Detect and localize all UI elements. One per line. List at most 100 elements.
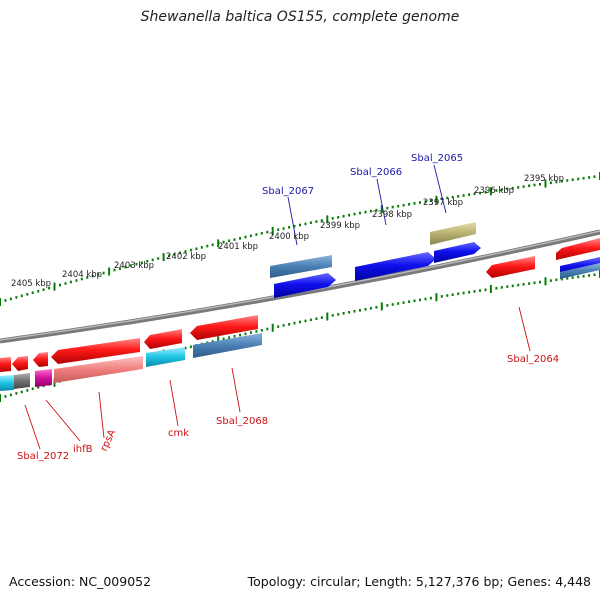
gene-label-sbal-2068[interactable]: Sbal_2068 [216,416,268,427]
gene-feature-sbal-2065[interactable] [430,222,476,245]
scale-minor-tick [479,289,481,292]
scale-minor-tick [37,289,40,293]
scale-minor-tick [151,258,154,262]
gene-feature-sbal-2066[interactable] [355,252,436,281]
scale-label: 2398 kbp [372,210,412,220]
scale-minor-tick [413,299,416,303]
scale-minor-tick [391,303,394,306]
gene-label-cmk[interactable]: cmk [168,428,189,439]
scale-minor-tick [184,346,187,350]
scale-major-tick [326,215,329,224]
scale-minor-tick [309,318,312,322]
scale-minor-tick [249,234,252,238]
gene-feature-sbal-2065-blue[interactable] [434,242,481,263]
gene-feature-sbal-2072-gray[interactable] [14,373,30,389]
scale-minor-tick [391,205,394,209]
scale-minor-tick [146,260,149,263]
scale-minor-tick [168,254,171,257]
scale-minor-tick [348,213,351,217]
scale-minor-tick [26,293,29,296]
gene-feature-sbal-2064[interactable] [486,256,535,278]
scale-minor-tick [309,221,312,224]
scale-minor-tick [419,298,421,302]
scale-minor-tick [402,301,405,304]
scale-minor-tick [539,183,541,186]
scale-minor-tick [179,251,181,255]
scale-minor-tick [135,262,138,266]
gene-feature-sbal-2068[interactable] [193,333,262,358]
gene-label-sbal-2072[interactable]: Sbal_2072 [17,451,69,462]
gene-feature-sbal-2067-steel[interactable] [270,255,332,278]
scale-minor-tick [91,274,94,278]
scale-major-tick [108,267,111,276]
scale-label: 2404 kbp [62,270,102,280]
gene-feature-cmk-red[interactable] [144,329,182,349]
scale-major-tick [0,394,1,402]
scale-minor-tick [299,320,301,324]
gene-label-sbal-2064[interactable]: Sbal_2064 [507,354,559,365]
scale-minor-tick [304,319,307,323]
scale-minor-tick [206,244,209,248]
gene-label-rpsA[interactable]: rpsA [99,428,119,453]
scale-minor-tick [113,268,116,272]
scale-minor-tick [593,175,596,178]
gene-feature-sbal-2072-red-b[interactable] [0,357,11,372]
gene-label-sbal-2067[interactable]: Sbal_2067 [262,186,314,197]
scale-minor-tick [429,296,432,300]
genome-backbone [0,229,600,344]
scale-major-tick [489,285,492,293]
scale-minor-tick [119,267,121,270]
scale-minor-tick [353,310,356,313]
gene-feature-ihfB-red[interactable] [33,352,48,367]
scale-minor-tick [495,286,498,290]
scale-label: 2402 kbp [166,252,206,262]
scale-minor-tick [517,283,520,287]
scale-minor-tick [260,232,263,235]
scale-minor-tick [277,228,280,231]
scale-minor-tick [320,316,323,319]
scale-label: 2395 kbp [524,174,564,184]
gene-label-sbal-2066[interactable]: Sbal_2066 [350,167,402,178]
gene-feature-sbal-2072-red-a[interactable] [12,356,28,371]
scale-minor-tick [4,299,7,302]
scale-minor-tick [566,277,569,280]
scale-label: 2400 kbp [269,232,309,242]
scale-minor-tick [424,200,427,203]
scale-major-tick [435,293,438,302]
scale-major-tick [217,239,220,248]
scale-minor-tick [228,336,231,339]
scale-minor-tick [233,238,236,241]
scale-minor-tick [533,281,536,285]
scale-minor-tick [375,306,378,309]
gene-feature-sbal-2067[interactable] [274,273,336,298]
scale-minor-tick [566,179,569,182]
gene-feature-rpsA[interactable] [54,356,143,383]
gene-label-ihfB[interactable]: ihfB [73,444,93,455]
gene-feature-ihfB[interactable] [35,369,52,387]
gene-feature-right-red[interactable] [556,238,600,260]
scale-minor-tick [511,186,514,190]
gene-feature-right-steel[interactable] [560,263,600,279]
gene-feature-cmk[interactable] [146,347,185,367]
scale-major-tick [544,179,547,188]
scale-minor-tick [408,203,411,206]
gene-label-sbal-2065[interactable]: Sbal_2065 [411,153,463,164]
scale-minor-tick [473,290,476,293]
scale-minor-tick [222,240,225,244]
scale-minor-tick [429,199,432,202]
scale-minor-tick [424,297,427,301]
gene-feature-rpsA-red[interactable] [51,338,140,364]
scale-minor-tick [140,261,143,265]
scale-minor-tick [255,233,258,236]
gene-feature-sbal-2068-red[interactable] [190,315,258,340]
scale-minor-tick [369,209,372,213]
map-title: Shewanella baltica OS155, complete genom… [140,9,460,25]
scale-minor-tick [511,284,514,288]
scale-minor-tick [299,223,301,227]
scale-minor-tick [588,176,591,179]
scale-minor-tick [293,224,296,228]
gene-feature-sbal-2072-cyan[interactable] [0,375,14,391]
scale-minor-tick [522,185,525,188]
label-pointers [24,164,531,450]
scale-minor-tick [97,273,100,276]
